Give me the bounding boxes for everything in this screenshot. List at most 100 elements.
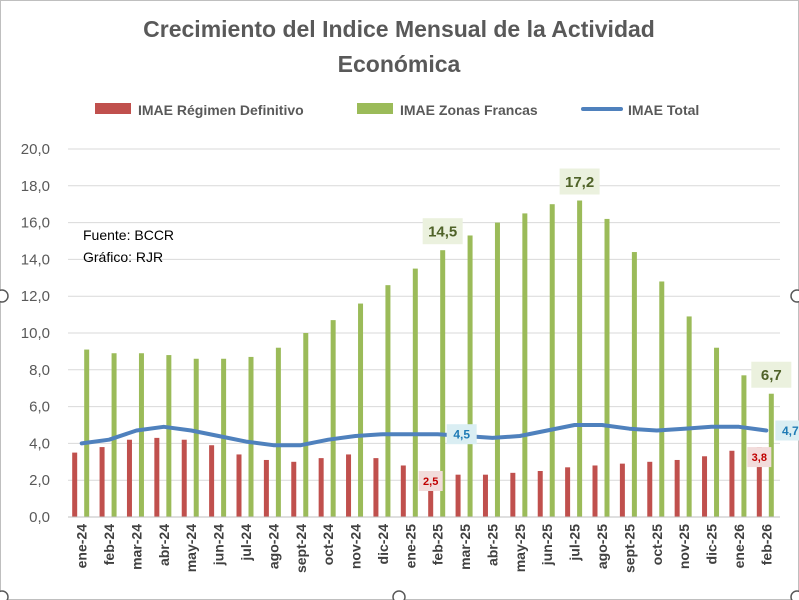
y-tick-label: 8,0 (29, 362, 50, 379)
data-label-text: 2,5 (423, 476, 438, 488)
y-tick-label: 4,0 (29, 435, 50, 452)
y-axis-ticks: 0,0 2,0 4,0 6,0 8,0 10,0 12,0 14,0 16,0 18,0 20,0 (21, 141, 50, 526)
data-label-feb-26: 3,8 (747, 447, 772, 468)
x-tick-label: nov-24 (348, 524, 364, 569)
bar-regimen-may-24 (181, 439, 187, 517)
resize-handle-left[interactable] (0, 289, 9, 303)
x-tick-label: may-25 (512, 524, 528, 572)
bar-regimen-may-25 (510, 472, 516, 517)
resize-handle-right[interactable] (790, 289, 799, 303)
bar-regimen-abr-25 (482, 474, 488, 517)
bar-zonas-oct-25 (659, 281, 665, 517)
bar-regimen-mar-24 (126, 439, 132, 517)
data-label-box (747, 447, 772, 468)
bar-zonas-mar-25 (467, 235, 473, 518)
x-tick-label: ene-25 (402, 524, 418, 569)
bar-regimen-oct-24 (318, 458, 324, 517)
bar-zonas-dic-24 (385, 285, 391, 517)
data-label-feb-25: 4,5 (446, 424, 477, 445)
bar-regimen-sept-24 (291, 461, 297, 517)
bar-regimen-jul-24 (236, 454, 242, 517)
x-tick-label: ago-24 (265, 524, 281, 569)
legend-swatch-regimen (95, 103, 131, 114)
bar-regimen-ene-26 (729, 450, 735, 517)
bar-regimen-sept-25 (619, 463, 625, 517)
legend-swatch-zonas (357, 103, 393, 114)
bar-regimen-ene-24 (72, 452, 78, 517)
bar-regimen-dic-24 (373, 458, 379, 517)
x-tick-label: oct-25 (649, 524, 665, 565)
bar-zonas-ago-25 (604, 218, 610, 518)
bar-zonas-ene-26 (741, 375, 747, 517)
data-label-box (751, 361, 792, 388)
selection-handles[interactable] (0, 289, 799, 600)
x-tick-label: mar-25 (457, 524, 473, 570)
legend-label-zonas: IMAE Zonas Francas (400, 102, 538, 118)
y-tick-label: 20,0 (21, 141, 50, 158)
line-imae-total (79, 423, 769, 448)
bar-regimen-jun-24 (209, 445, 215, 517)
bar-regimen-ago-24 (263, 459, 269, 517)
data-label-feb-26: 6,7 (751, 361, 792, 388)
y-tick-label: 18,0 (21, 178, 50, 195)
x-tick-label: abr-24 (156, 524, 172, 566)
data-label-text: 4,7 (782, 424, 799, 438)
y-tick-label: 16,0 (21, 215, 50, 232)
bar-zonas-ene-24 (84, 349, 90, 517)
x-tick-label: jun-25 (539, 524, 555, 566)
x-tick-label: ene-26 (731, 524, 747, 569)
bar-zonas-jul-25 (577, 200, 583, 517)
x-tick-label: feb-24 (101, 524, 117, 565)
legend: IMAE Régimen Definitivo IMAE Zonas Franc… (95, 102, 699, 118)
bar-zonas-feb-25 (440, 250, 446, 517)
bar-regimen-jun-25 (537, 471, 543, 517)
x-tick-label: dic-25 (704, 524, 720, 565)
bar-regimen-mar-25 (455, 474, 461, 517)
bar-zonas-mar-24 (138, 353, 144, 517)
resize-handle-bottom-right[interactable] (790, 590, 799, 600)
bar-regimen-nov-25 (674, 459, 680, 517)
x-tick-label: jul-25 (567, 524, 583, 562)
x-tick-label: feb-26 (758, 524, 774, 565)
bar-zonas-abr-25 (494, 222, 500, 517)
data-label-box (418, 471, 443, 491)
bar-zonas-dic-25 (714, 347, 720, 517)
bar-regimen-ene-25 (400, 465, 406, 517)
x-tick-label: dic-24 (375, 524, 391, 565)
x-tick-label: sept-25 (621, 524, 637, 573)
graph-credit-note: Gráfico: RJR (83, 249, 163, 265)
data-label-text: 17,2 (565, 174, 594, 191)
data-label-feb-25: 2,5 (418, 471, 443, 491)
bar-zonas-ago-24 (275, 347, 281, 517)
resize-handle-bottom[interactable] (392, 590, 406, 600)
source-note: Fuente: BCCR (83, 227, 174, 243)
data-label-box (559, 168, 600, 195)
y-tick-label: 10,0 (21, 325, 50, 342)
y-tick-label: 12,0 (21, 288, 50, 305)
data-labels: 14,5 17,2 6,7 4,5 4,7 2,5 3,8 (418, 168, 799, 491)
data-label-jul-25: 17,2 (559, 168, 600, 195)
data-label-text: 4,5 (453, 428, 470, 442)
x-tick-label: jul-24 (238, 524, 254, 562)
data-label-feb-25: 14,5 (422, 218, 463, 245)
x-tick-label: may-24 (183, 524, 199, 572)
bar-regimen-feb-24 (99, 447, 105, 517)
x-tick-label: feb-25 (430, 524, 446, 565)
x-tick-label: abr-25 (484, 524, 500, 566)
x-tick-label: jun-24 (211, 524, 227, 566)
x-tick-label: nov-25 (676, 524, 692, 569)
bar-zonas-may-24 (193, 358, 199, 517)
total-line (79, 423, 769, 448)
chart-title-line2: Económica (338, 51, 461, 77)
x-axis-ticks: ene-24 feb-24 mar-24 abr-24 may-24 jun-24 jul-… (74, 524, 775, 573)
bar-zonas-jun-25 (549, 204, 555, 517)
bar-zonas-jul-24 (248, 356, 254, 517)
data-label-text: 6,7 (761, 367, 782, 384)
bar-zonas-feb-24 (111, 353, 117, 517)
bar-zonas-ene-25 (412, 268, 418, 517)
y-tick-label: 14,0 (21, 251, 50, 268)
y-tick-label: 0,0 (29, 509, 50, 526)
bar-regimen-jul-25 (565, 467, 571, 517)
resize-handle-bottom-left[interactable] (0, 590, 9, 600)
